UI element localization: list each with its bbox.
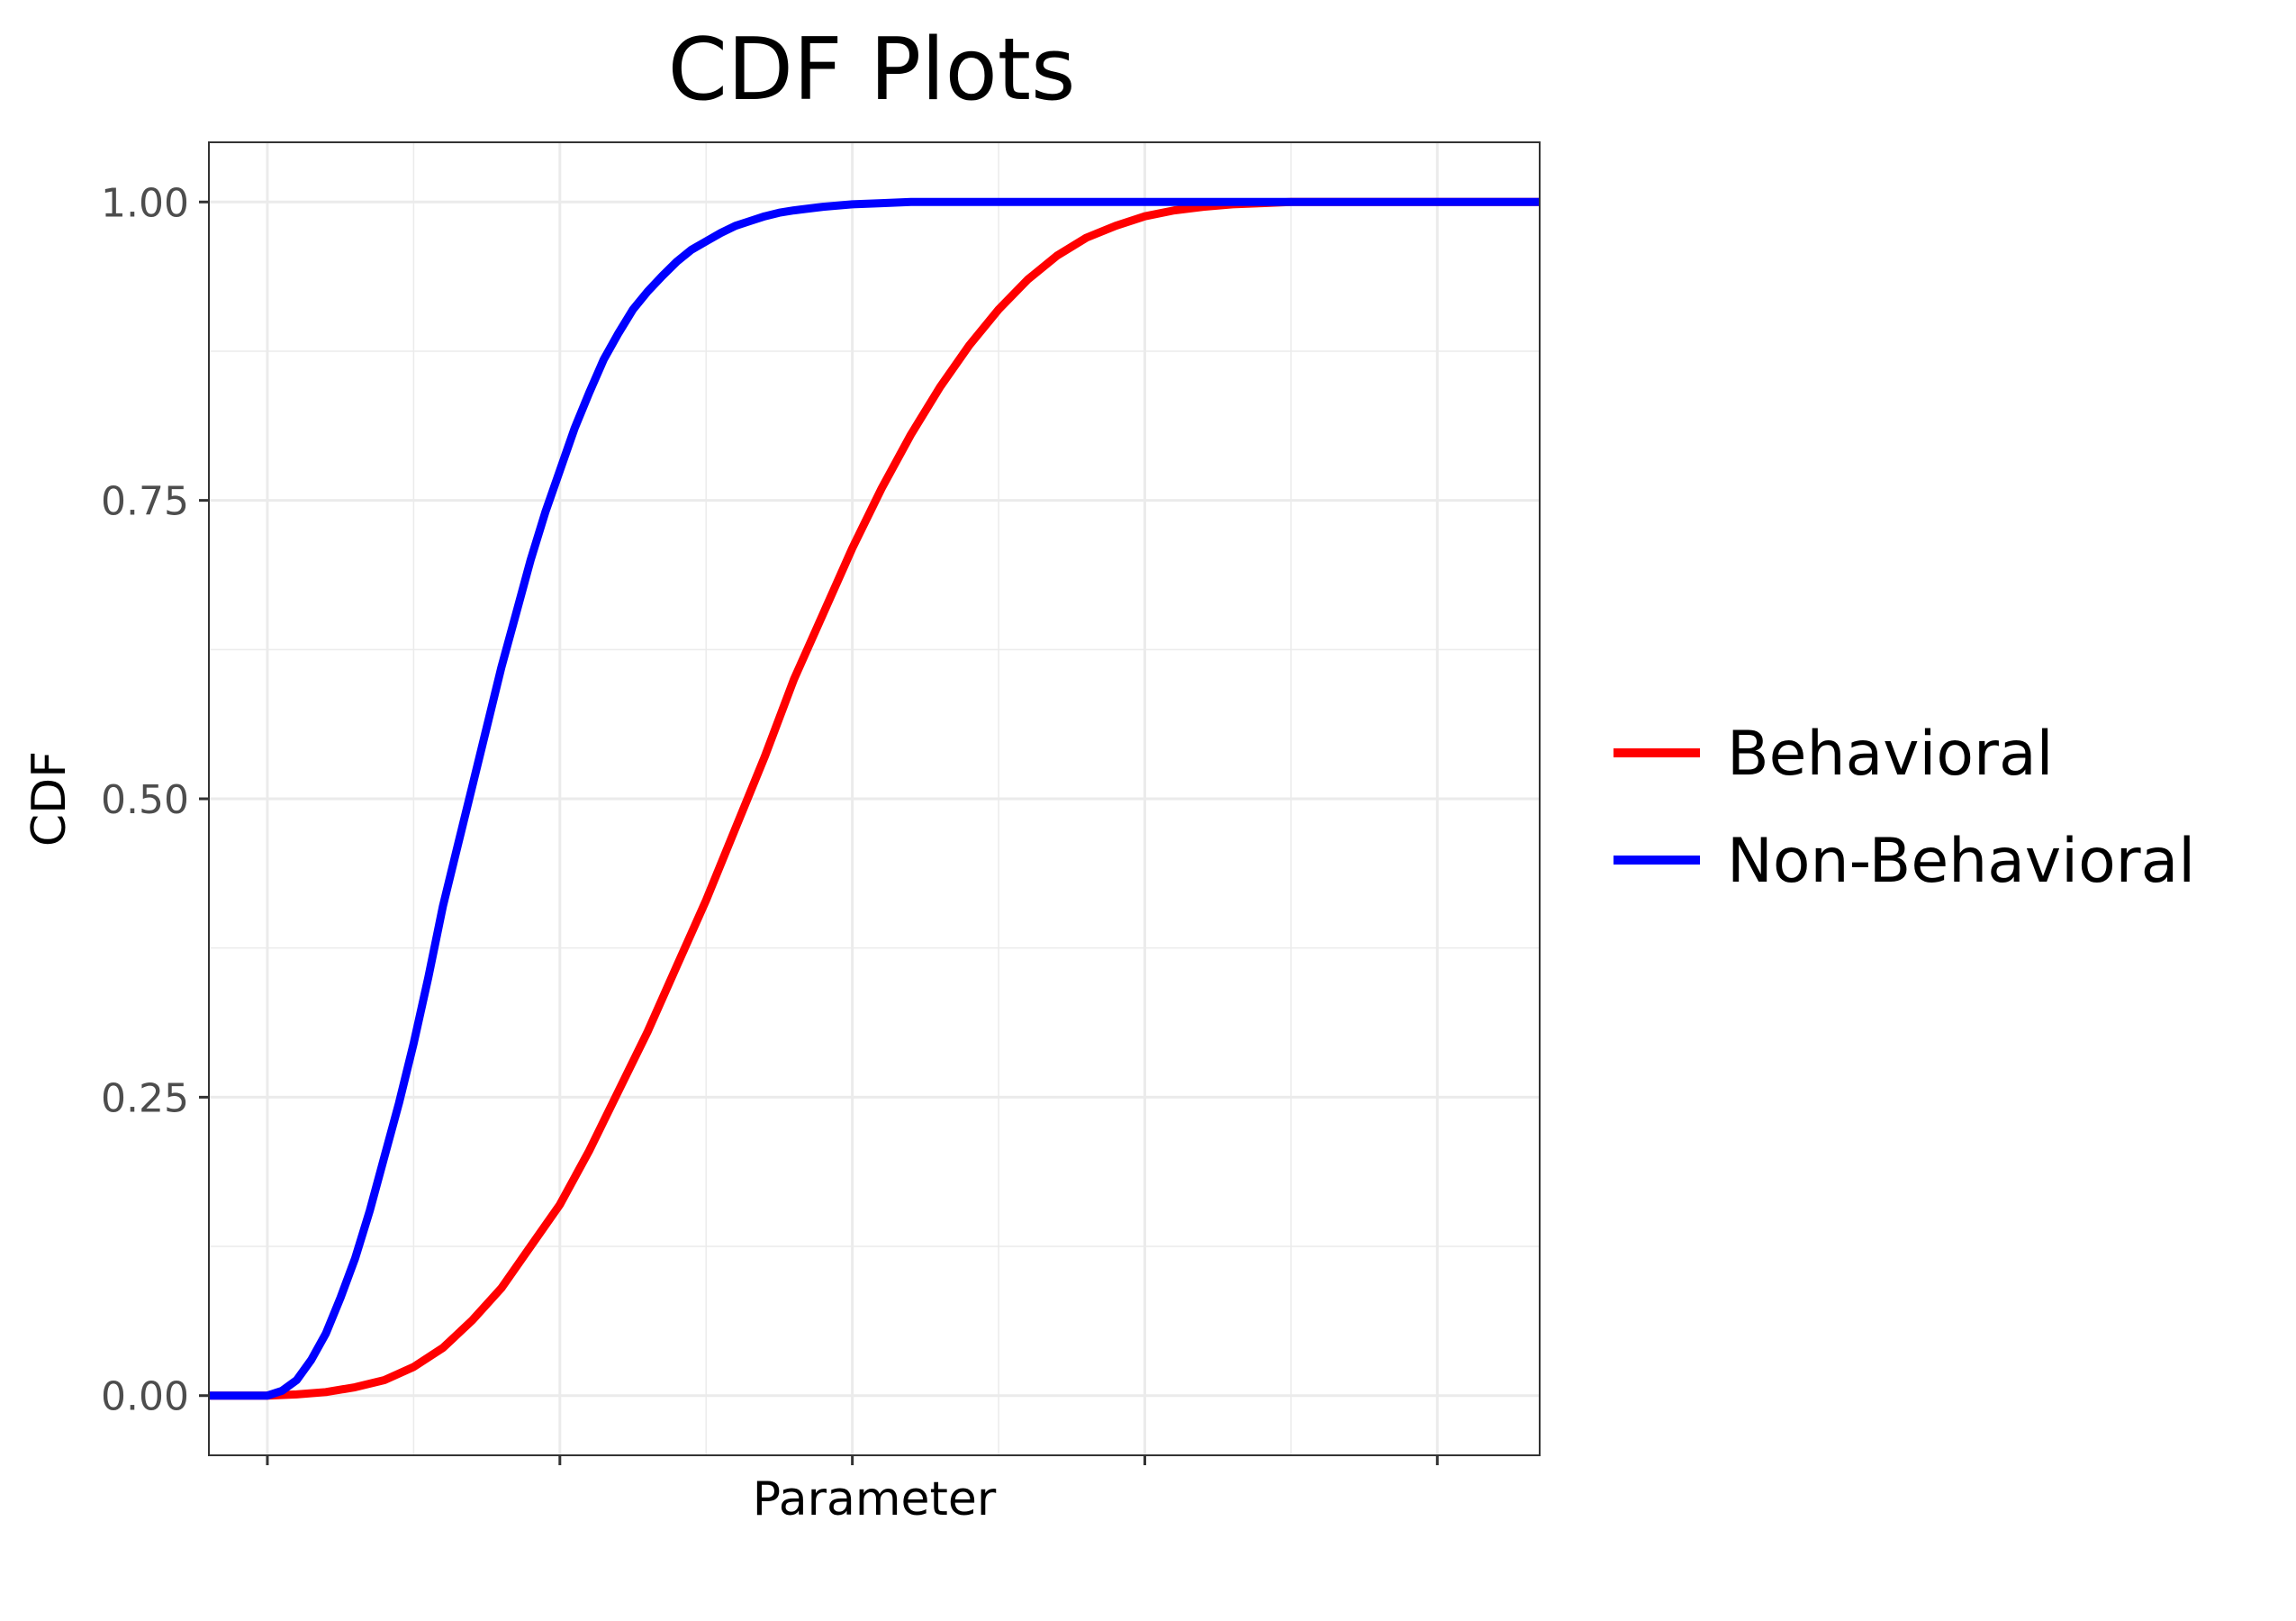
y-tick-label: 1.00 xyxy=(101,180,189,226)
legend: Behavioral Non-Behavioral xyxy=(1614,719,2195,897)
legend-label-behavioral: Behavioral xyxy=(1727,719,2054,790)
series-line-non-behavioral xyxy=(209,197,1540,1400)
y-tick-label: 0.00 xyxy=(101,1374,189,1420)
x-axis-title: Parameter xyxy=(753,1472,997,1526)
y-tick-label: 0.75 xyxy=(101,479,189,525)
axis-layer: 0.00 0.25 0.50 0.75 1.00 xyxy=(101,180,1439,1465)
y-tick-label: 0.25 xyxy=(101,1075,189,1121)
legend-label-non-behavioral: Non-Behavioral xyxy=(1727,826,2195,897)
series-layer xyxy=(209,197,1540,1400)
y-axis-title: CDF xyxy=(23,751,77,847)
plot-panel xyxy=(208,141,1541,1456)
chart-title: CDF Plots xyxy=(668,21,1076,120)
y-tick-label: 0.50 xyxy=(101,777,189,823)
